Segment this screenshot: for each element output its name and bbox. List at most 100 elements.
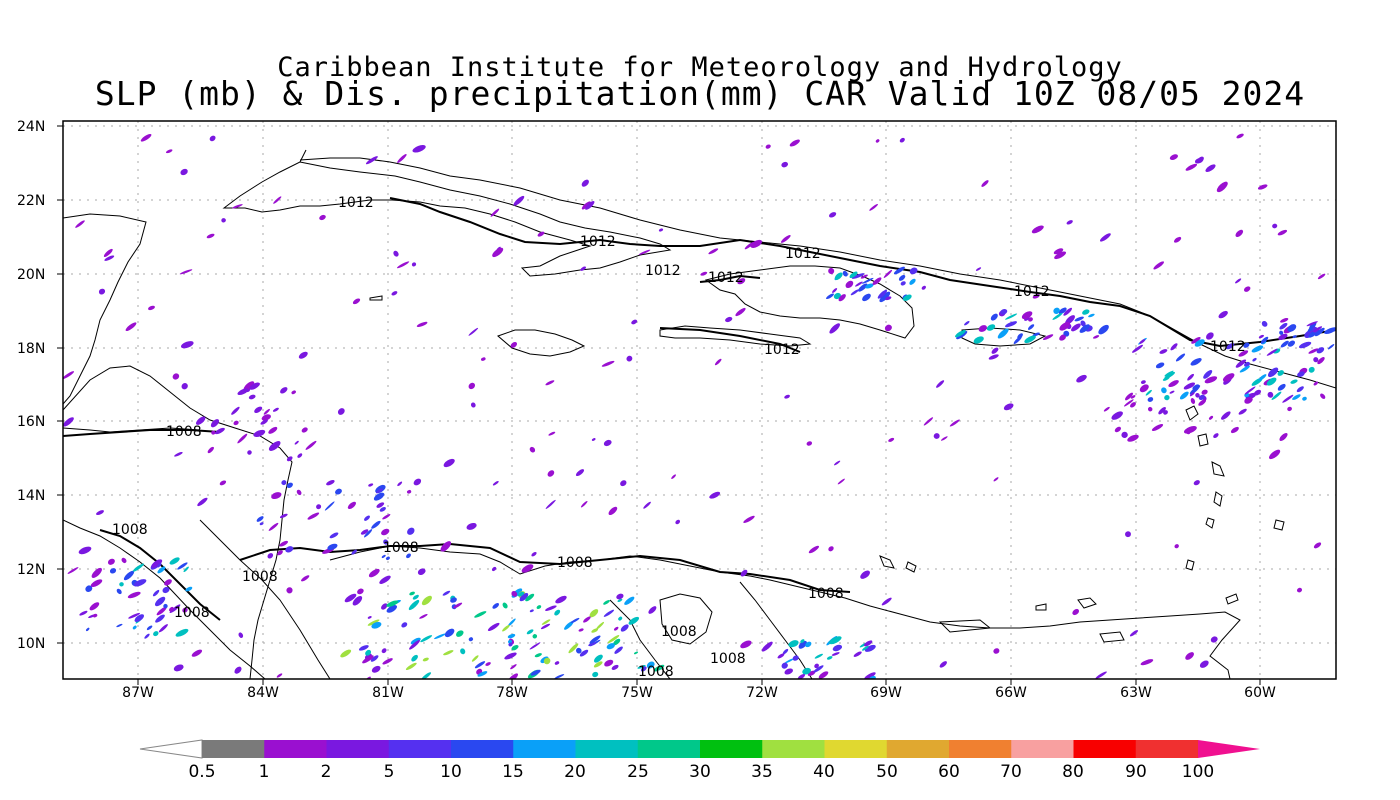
precip-cell	[1185, 652, 1194, 660]
precip-cell	[180, 168, 188, 176]
precip-cell	[211, 430, 216, 435]
colorbar-label: 2	[321, 762, 332, 782]
precip-cell	[1235, 229, 1244, 237]
precip-cell	[626, 355, 633, 362]
precip-cell	[286, 456, 293, 462]
precip-cell	[1307, 324, 1316, 332]
precip-cell	[708, 248, 719, 255]
precip-cell	[1272, 223, 1278, 229]
precip-cell	[1123, 399, 1134, 407]
precip-cell	[606, 643, 615, 650]
precip-cell	[869, 204, 878, 211]
precip-cell	[474, 661, 486, 669]
colorbar-swatch	[824, 740, 888, 758]
precip-cell	[589, 609, 599, 618]
precip-cell	[119, 582, 124, 587]
precip-cell	[92, 613, 98, 618]
precip-cell	[1222, 373, 1235, 382]
precip-cell	[191, 649, 203, 657]
precip-cell	[352, 596, 363, 606]
lon-tick-label: 75W	[621, 685, 653, 701]
precip-cell	[157, 563, 162, 568]
lon-tick-label: 63W	[1120, 685, 1152, 701]
precip-cell	[1059, 321, 1071, 331]
precip-cell	[858, 283, 868, 292]
precip-cell	[365, 156, 378, 165]
precip-cell	[831, 652, 840, 656]
precip-cell	[116, 623, 123, 628]
precip-cell	[529, 642, 541, 650]
lon-tick-label: 81W	[372, 685, 404, 701]
precip-cell	[259, 522, 264, 526]
precip-cell	[90, 579, 103, 588]
precip-cell	[132, 563, 144, 572]
precip-cell	[1218, 310, 1228, 319]
precip-cell	[1216, 181, 1228, 193]
precip-cell	[529, 446, 536, 453]
colorbar-swatch	[886, 740, 950, 758]
precip-cell	[277, 550, 283, 556]
precip-cell	[357, 588, 364, 595]
precip-cell	[585, 201, 595, 210]
colorbar-label: 35	[751, 762, 773, 782]
precip-cell	[1005, 313, 1018, 320]
precip-cell	[1169, 390, 1175, 394]
precip-cell	[1053, 248, 1064, 255]
colorbar-label: 40	[813, 762, 835, 782]
precip-cell	[263, 408, 270, 415]
precip-cell	[833, 292, 841, 300]
precip-cell	[169, 606, 174, 612]
precip-cell	[939, 661, 947, 668]
precip-cell	[1282, 394, 1294, 403]
lat-tick-label: 18N	[17, 341, 45, 357]
precip-cell	[340, 649, 352, 658]
precip-cell	[231, 406, 240, 415]
colorbar-low-arrow	[139, 739, 203, 759]
precip-cell	[412, 594, 419, 600]
precip-cell	[633, 651, 639, 655]
precip-cell	[407, 527, 415, 535]
precip-cell	[291, 390, 296, 395]
precip-cell	[134, 614, 145, 623]
colorbar-high-arrow	[1198, 740, 1260, 758]
lon-tick-label: 78W	[496, 685, 528, 701]
precip-cell	[784, 394, 790, 399]
precip-cell	[554, 609, 561, 616]
precip-cell	[1308, 348, 1319, 354]
lat-tick-label: 20N	[17, 267, 45, 283]
precip-cell	[900, 281, 906, 286]
isobar-label: 1012	[764, 342, 800, 358]
precip-cell	[175, 628, 189, 637]
precip-cell	[1210, 636, 1218, 643]
precip-cell	[1082, 309, 1090, 315]
hispaniola-coast	[704, 265, 915, 339]
precip-cell	[279, 513, 288, 519]
precip-cell	[534, 653, 542, 658]
precip-cell	[319, 214, 326, 221]
precip-cell	[875, 139, 880, 143]
precip-cell	[1185, 163, 1198, 171]
precip-cell	[593, 661, 603, 668]
isobar-label: 1008	[383, 540, 419, 556]
precip-cell	[581, 201, 591, 210]
precip-cell	[324, 501, 335, 511]
precip-cell	[1290, 379, 1298, 384]
precip-cell	[1024, 335, 1036, 344]
precip-cell	[740, 569, 748, 577]
precip-cell	[296, 489, 302, 496]
precip-cell	[909, 278, 916, 285]
precip-cell	[883, 269, 893, 278]
map-title-line2: SLP (mb) & Dis. precipitation(mm) CAR Va…	[94, 74, 1306, 113]
precip-cell	[421, 595, 432, 606]
precip-cell	[280, 387, 288, 394]
isobar-label: 1012	[1014, 284, 1050, 300]
colorbar-label: 100	[1182, 762, 1214, 782]
precip-cell	[1027, 324, 1035, 330]
precip-cell	[268, 441, 281, 451]
precip-cell	[450, 597, 457, 603]
precip-cell	[1095, 671, 1107, 679]
colorbar-label: 0.5	[188, 762, 215, 782]
precip-cell	[443, 458, 455, 468]
precip-cell	[595, 621, 605, 630]
colorbar-swatch	[1011, 740, 1074, 758]
